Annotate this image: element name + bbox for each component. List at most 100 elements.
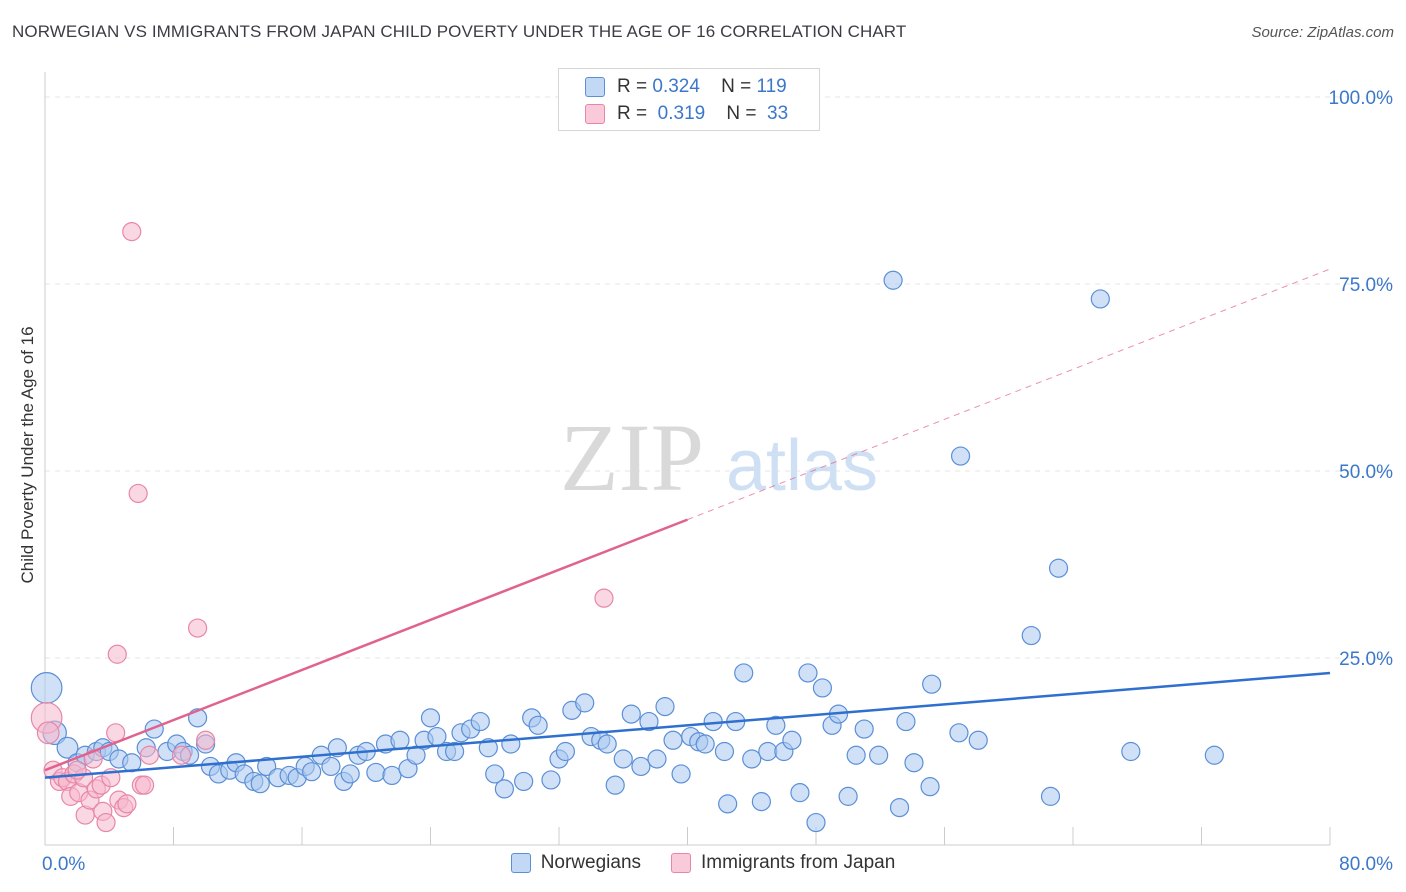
point-norwegian-89 (782, 730, 802, 750)
point-norwegian-92 (806, 812, 826, 833)
point-norwegian-67 (605, 775, 625, 795)
point-norwegian-70 (631, 756, 651, 777)
point-norwegian-108 (968, 730, 988, 750)
grid-lines (45, 96, 1392, 659)
trend-line-japan (44, 518, 688, 772)
point-norwegian-52 (478, 738, 498, 758)
point-japan-24 (128, 483, 148, 504)
data-points (30, 222, 1224, 833)
y-tick-label-1: 50.0% (1339, 462, 1393, 483)
y-tick-label-3: 100.0% (1329, 88, 1394, 109)
point-japan-23 (122, 222, 142, 242)
point-norwegian-55 (501, 734, 521, 754)
point-norwegian-87 (766, 715, 786, 735)
point-norwegian-104 (920, 777, 940, 797)
point-japan-30 (196, 730, 216, 750)
point-norwegian-91 (798, 663, 818, 683)
point-norwegian-69 (621, 704, 641, 724)
point-norwegian-99 (869, 745, 889, 765)
point-norwegian-113 (1121, 741, 1141, 762)
point-norwegian-105 (922, 674, 942, 694)
point-norwegian-40 (382, 765, 402, 786)
point-norwegian-41 (390, 730, 410, 750)
legend-n-value: 119 (756, 76, 787, 97)
point-norwegian-53 (485, 764, 505, 784)
point-norwegian-2 (56, 736, 79, 759)
trend-line-norwegian (44, 671, 1331, 779)
watermark: ZIP atlas (560, 404, 878, 511)
legend-r-label: R = (617, 103, 648, 124)
point-norwegian-74 (663, 730, 683, 750)
point-norwegian-54 (494, 779, 514, 799)
point-norwegian-107 (949, 723, 969, 743)
legend-swatch-blue (585, 77, 605, 97)
point-norwegian-0 (30, 672, 63, 704)
point-japan-1 (36, 721, 60, 745)
point-norwegian-72 (647, 749, 667, 769)
legend-r-value: 0.319 (657, 103, 706, 124)
point-norwegian-112 (1090, 289, 1110, 309)
point-norwegian-66 (597, 734, 617, 754)
point-norwegian-35 (340, 764, 360, 784)
trend-extension-japan (687, 268, 1331, 521)
legend-swatch-norwegians (510, 853, 531, 873)
point-norwegian-109 (1021, 625, 1041, 646)
source-credit: Source: ZipAtlas.com (1251, 24, 1394, 41)
point-norwegian-71 (639, 711, 659, 732)
legend-item-japan[interactable]: Immigrants from Japan (671, 852, 895, 874)
legend-row-norwegians: R = 0.324 N = 119 (585, 75, 787, 99)
point-norwegian-110 (1040, 786, 1061, 806)
x-tick-label-1: 80.0% (1339, 854, 1393, 875)
point-norwegian-68 (613, 749, 633, 769)
chart-title: NORWEGIAN VS IMMIGRANTS FROM JAPAN CHILD… (12, 22, 907, 41)
point-norwegian-81 (718, 794, 738, 814)
point-norwegian-98 (854, 719, 874, 739)
legend-label-norwegians: Norwegians (540, 852, 642, 873)
point-norwegian-96 (838, 786, 858, 806)
point-norwegian-111 (1048, 558, 1069, 578)
point-norwegian-102 (896, 711, 916, 732)
point-norwegian-24 (250, 774, 270, 794)
point-norwegian-100 (883, 270, 903, 290)
point-norwegian-30 (302, 762, 322, 782)
point-norwegian-90 (790, 783, 810, 803)
point-norwegian-73 (655, 697, 675, 717)
point-norwegian-78 (695, 734, 715, 754)
point-japan-26 (134, 775, 155, 795)
point-norwegian-48 (444, 741, 465, 762)
y-tick-label-2: 75.0% (1339, 275, 1393, 296)
stats-legend: R = 0.324 N = 119 R = 0.319 N = 33 (558, 68, 820, 131)
point-norwegian-58 (528, 715, 548, 735)
point-norwegian-97 (846, 745, 866, 765)
legend-item-norwegians[interactable]: Norwegians (510, 852, 642, 874)
point-norwegian-63 (575, 693, 595, 713)
point-japan-16 (96, 812, 116, 833)
point-norwegian-80 (714, 741, 735, 762)
legend-r-label: R = (617, 76, 648, 97)
tick-labels: 25.0% 50.0% 75.0% 100.0% 0.0% 80.0% (42, 88, 1393, 875)
point-japan-28 (171, 745, 192, 765)
point-norwegian-101 (889, 797, 910, 818)
trend-lines (44, 268, 1331, 779)
watermark-zip: ZIP (560, 404, 704, 511)
point-norwegian-51 (470, 711, 490, 732)
legend-r-value: 0.324 (652, 76, 700, 97)
legend-n-label: N = (726, 103, 757, 124)
point-japan-27 (139, 745, 160, 765)
point-norwegian-103 (904, 753, 924, 773)
point-norwegian-86 (758, 741, 778, 762)
point-norwegian-84 (742, 749, 762, 769)
point-norwegian-38 (366, 762, 386, 783)
legend-row-japan: R = 0.319 N = 33 (585, 102, 788, 126)
point-norwegian-106 (950, 446, 971, 466)
watermark-atlas: atlas (726, 426, 878, 506)
point-japan-22 (107, 644, 127, 664)
legend-n-label: N = (721, 76, 752, 97)
legend-n-value: 33 (767, 103, 789, 124)
point-norwegian-85 (751, 792, 771, 812)
legend-swatch-japan (671, 853, 692, 873)
point-japan-21 (117, 794, 137, 814)
point-japan-29 (187, 618, 208, 638)
point-norwegian-61 (555, 741, 576, 762)
